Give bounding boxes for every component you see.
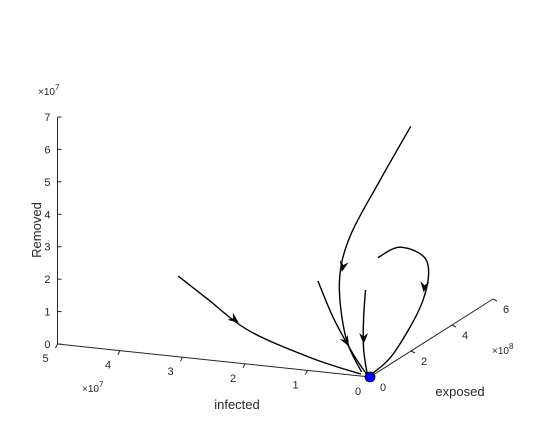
y-tick (492, 298, 498, 302)
trajectory-arrow (359, 332, 369, 344)
z-tick-label: 6 (44, 144, 50, 156)
z-multiplier-label-exponent: 7 (55, 83, 60, 92)
y-multiplier-label: ×108 (492, 342, 514, 357)
y-multiplier-label-exponent: 8 (509, 342, 514, 351)
y-axis-line (369, 298, 494, 378)
x-multiplier-label-exponent: 7 (99, 380, 104, 389)
trajectory-line (338, 126, 412, 373)
axes (57, 116, 494, 378)
z-tick-label: 2 (44, 274, 50, 286)
y-axis-label: exposed (435, 384, 484, 399)
y-tick-label: 0 (380, 382, 386, 394)
z-tick-label: 3 (44, 242, 50, 254)
trajectory-line (362, 289, 368, 375)
y-tick (451, 324, 457, 328)
trajectories (177, 126, 430, 383)
z-tick-label: 0 (44, 339, 50, 351)
x-axis-line (57, 343, 371, 378)
z-tick-label: 7 (44, 112, 50, 124)
x-tick (305, 370, 308, 375)
trajectory-arrow (339, 334, 349, 347)
y-tick-label: 2 (421, 356, 427, 368)
x-tick (180, 356, 183, 362)
x-tick (242, 363, 246, 369)
axis-labels: infected exposed Removed (29, 202, 485, 412)
x-tick-label: 5 (42, 353, 48, 365)
x-tick-label: 3 (167, 366, 173, 378)
trajectory-line (317, 280, 368, 376)
x-tick-label: 4 (105, 360, 111, 372)
x-tick (117, 350, 121, 355)
z-tick-label: 4 (44, 209, 50, 221)
z-axis-label: Removed (29, 202, 44, 258)
y-tick-label: 6 (503, 304, 509, 316)
x-axis-label: infected (214, 397, 260, 412)
trajectory-line (177, 275, 362, 375)
x-tick (55, 343, 58, 349)
trajectory-line (369, 246, 430, 376)
z-multiplier-label: ×107 (38, 83, 60, 98)
x-tick-label: 2 (230, 373, 236, 385)
trajectory-arrow (339, 260, 349, 272)
equilibrium-point (364, 371, 376, 383)
x-multiplier-label: ×107 (82, 380, 104, 395)
z-tick-label: 1 (44, 307, 50, 319)
z-tick-label: 5 (44, 177, 50, 189)
trajectory-arrow (420, 281, 430, 293)
trajectory-arrow (227, 312, 239, 323)
y-tick (410, 350, 416, 354)
y-tick-label: 4 (462, 330, 468, 342)
x-tick-label: 0 (355, 386, 361, 398)
x-tick-label: 1 (292, 379, 298, 391)
